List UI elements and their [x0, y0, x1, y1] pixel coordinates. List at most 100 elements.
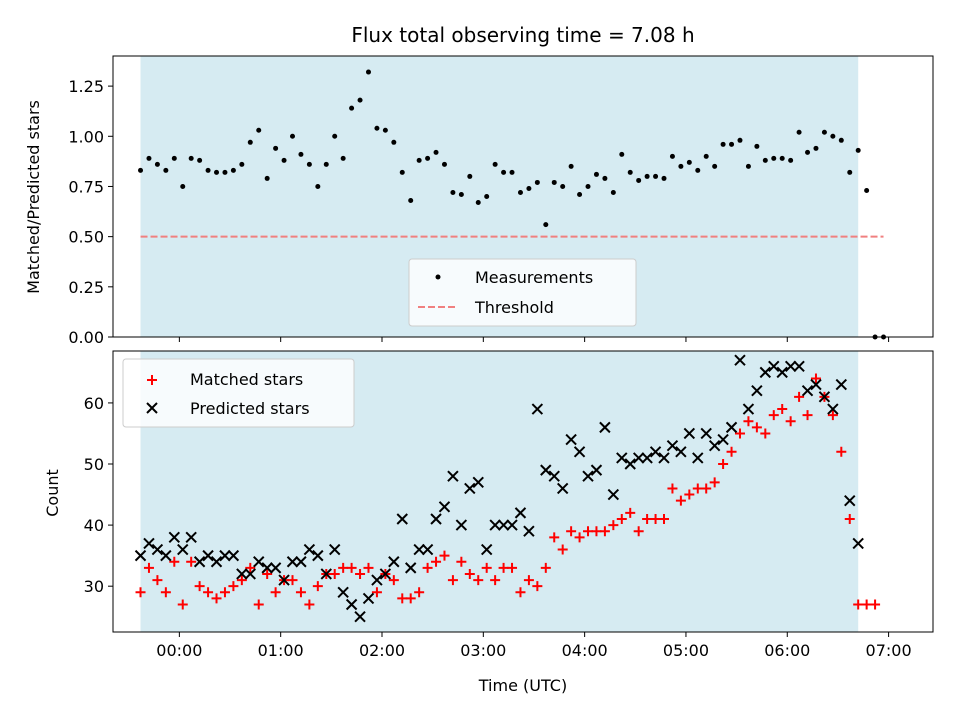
bottom-series-0-point-63	[667, 483, 678, 494]
bottom-series-0-point-33	[414, 587, 425, 598]
top-y-tick-label-3: 0.75	[68, 177, 104, 196]
bottom-series-1-point-44	[506, 519, 518, 531]
bottom-series-1-point-54	[590, 464, 603, 476]
top-series-0-point-5	[180, 183, 186, 189]
bottom-series-0-point-2	[152, 575, 163, 586]
top-series-0-point-54	[593, 171, 599, 177]
bottom-series-1-point-46	[523, 525, 535, 537]
bottom-series-1-point-1	[143, 537, 155, 550]
bottom-series-1-point-6	[185, 531, 197, 544]
top-series-0-point-85	[855, 147, 861, 153]
top-series-0-point-46	[526, 185, 532, 191]
top-series-0-point-30	[391, 139, 397, 145]
top-series-0-point-1	[146, 155, 152, 161]
top-series-0-point-35	[433, 149, 439, 155]
bottom-series-1-point-84	[844, 494, 856, 507]
bottom-series-0-point-50	[557, 544, 568, 555]
bottom-series-0-point-57	[616, 513, 627, 524]
bottom-series-0-point-34	[422, 562, 433, 573]
top-series-0-point-7	[197, 157, 203, 163]
top-series-0-point-65	[686, 159, 692, 165]
top-series-0-point-86	[864, 187, 870, 193]
bottom-series-1-point-61	[649, 446, 662, 458]
bottom-series-1-point-79	[801, 384, 814, 397]
top-series-0-point-52	[577, 191, 583, 197]
top-series-0-point-23	[332, 133, 338, 139]
bottom-series-1-point-9	[210, 556, 223, 568]
bottom-series-0-point-31	[397, 593, 408, 604]
bottom-series-0-point-4	[169, 556, 180, 567]
bottom-series-1-point-78	[793, 360, 805, 372]
bottom-series-0-point-16	[270, 587, 281, 598]
bottom-series-1-point-21	[312, 549, 324, 562]
top-series-0-point-22	[323, 161, 329, 167]
bottom-series-1-point-77	[784, 360, 797, 372]
bottom-series-0-point-67	[701, 483, 712, 494]
bottom-series-1-point-33	[413, 543, 425, 556]
x-axis-label: Time (UTC)	[478, 676, 567, 695]
bottom-series-1-point-37	[447, 470, 459, 482]
top-series-0-point-70	[729, 141, 735, 147]
bottom-series-0-point-36	[439, 550, 450, 561]
bottom-series-1-point-65	[683, 427, 696, 440]
top-series-0-point-28	[374, 125, 380, 131]
bottom-series-1-point-31	[396, 513, 408, 525]
bottom-series-0-point-25	[346, 562, 357, 573]
bottom-series-1-point-82	[827, 403, 839, 415]
top-series-0-point-60	[644, 173, 650, 179]
top-series-0-point-79	[805, 149, 811, 155]
top-series-0-point-66	[695, 167, 701, 173]
bottom-series-0-point-66	[692, 483, 703, 494]
x-tick-label-5: 05:00	[663, 641, 709, 660]
bottom-series-1-point-85	[852, 537, 864, 550]
bottom-series-0-point-35	[431, 556, 442, 567]
bottom-series-0-point-9	[211, 593, 222, 604]
bottom-series-0-point-26	[355, 568, 366, 579]
top-series-0-point-82	[830, 133, 836, 139]
bottom-series-0-point-13	[245, 562, 256, 573]
bottom-series-0-point-61	[650, 513, 661, 524]
bottom-series-0-point-39	[464, 568, 475, 579]
bottom-series-0-point-20	[304, 599, 315, 610]
bottom-series-0-point-82	[827, 410, 838, 421]
bottom-series-1-point-41	[480, 543, 493, 556]
bottom-series-1-point-59	[632, 452, 645, 464]
top-axes-frame	[112, 55, 934, 338]
bottom-series-1-point-3	[160, 549, 172, 562]
top-y-tick-label-2: 0.50	[68, 228, 104, 247]
bottom-series-0-point-19	[295, 587, 306, 598]
top-series-0-point-20	[306, 161, 312, 167]
bottom-series-1-point-47	[531, 403, 544, 415]
top-series-0-point-59	[636, 177, 642, 183]
bottom-series-0-point-58	[625, 507, 636, 518]
top-series-0-point-31	[399, 169, 405, 175]
bottom-series-1-point-83	[835, 378, 848, 391]
bottom-series-1-point-52	[573, 446, 586, 458]
bottom-series-1-point-25	[345, 598, 358, 611]
top-series-0-point-11	[230, 167, 236, 173]
bottom-series-1-point-11	[227, 549, 240, 562]
bottom-series-0-point-83	[836, 446, 847, 457]
bottom-series-1-point-62	[658, 452, 670, 464]
bottom-series-0-point-84	[844, 513, 855, 524]
top-series-0-point-17	[281, 157, 287, 163]
bottom-series-1-point-75	[768, 360, 780, 372]
top-series-0-point-21	[315, 183, 321, 189]
top-series-0-point-38	[458, 191, 464, 197]
bottom-series-1-point-23	[329, 543, 341, 556]
bottom-axes-frame	[112, 350, 934, 633]
bottom-series-0-point-32	[405, 593, 416, 604]
bottom-series-0-point-75	[768, 410, 779, 421]
bottom-series-0-point-38	[456, 556, 467, 567]
bottom-series-1-point-4	[168, 531, 181, 544]
bottom-series-0-point-47	[532, 581, 543, 592]
bottom-series-0-point-7	[194, 581, 205, 592]
bottom-series-0-point-28	[371, 587, 382, 598]
bottom-series-0-point-60	[642, 513, 653, 524]
bottom-series-1-point-53	[582, 470, 594, 482]
bottom-series-0-point-72	[743, 416, 754, 427]
bottom-series-0-point-8	[203, 587, 214, 598]
bottom-series-0-point-6	[186, 556, 197, 567]
bottom-series-1-point-18	[286, 556, 299, 568]
top-series-0-point-29	[382, 127, 388, 133]
